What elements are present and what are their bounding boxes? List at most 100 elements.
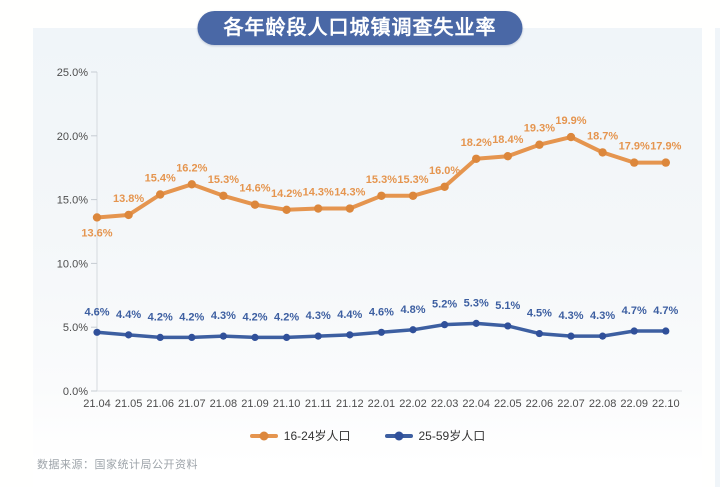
data-label: 5.2%: [432, 299, 457, 311]
data-label: 4.8%: [400, 304, 425, 316]
data-label: 18.7%: [587, 130, 618, 142]
data-point: [377, 328, 385, 336]
data-label: 14.3%: [334, 187, 365, 199]
x-tick-label: 22.01: [368, 398, 396, 410]
data-point: [283, 333, 291, 342]
data-label: 4.3%: [211, 310, 236, 322]
data-label: 18.4%: [492, 134, 523, 146]
data-point: [567, 332, 575, 340]
data-label: 16.0%: [429, 165, 460, 177]
data-label: 14.6%: [239, 183, 270, 195]
data-label: 4.5%: [527, 308, 552, 320]
x-tick-label: 21.07: [178, 398, 206, 410]
page-title: 各年龄段人口城镇调查失业率: [197, 11, 523, 45]
data-point: [409, 326, 417, 334]
x-tick-label: 21.05: [115, 398, 143, 410]
data-label: 19.3%: [524, 123, 555, 135]
chart-legend: 16-24岁人口 25-59岁人口: [33, 427, 702, 444]
data-point: [156, 333, 164, 342]
data-label: 4.2%: [242, 311, 267, 323]
data-point: [314, 332, 322, 340]
x-tick-label: 21.12: [336, 398, 364, 410]
y-tick-label: 5.0%: [63, 322, 88, 334]
data-label: 16.2%: [176, 162, 207, 174]
data-point: [662, 327, 670, 335]
data-label: 4.2%: [179, 311, 204, 323]
y-tick-label: 20.0%: [57, 131, 88, 143]
data-label: 17.9%: [619, 141, 650, 153]
data-point: [598, 148, 607, 157]
x-tick-label: 21.11: [305, 398, 332, 410]
data-label: 4.2%: [274, 311, 299, 323]
data-label: 4.7%: [622, 305, 647, 317]
data-point: [219, 332, 227, 340]
data-label: 15.3%: [366, 174, 397, 186]
data-point: [441, 321, 449, 329]
data-label: 19.9%: [555, 115, 586, 127]
x-tick-label: 22.10: [652, 398, 680, 410]
x-tick-label: 22.06: [526, 398, 554, 410]
x-tick-label: 22.05: [494, 398, 522, 410]
data-point: [282, 205, 291, 215]
legend-item-age-16-24: 16-24岁人口: [249, 427, 351, 444]
data-point: [250, 200, 260, 209]
data-label: 15.4%: [145, 172, 176, 184]
x-tick-label: 21.06: [146, 398, 174, 410]
data-point: [566, 132, 576, 142]
data-label: 14.2%: [271, 188, 302, 200]
data-label: 4.4%: [116, 309, 141, 321]
data-point: [535, 329, 544, 338]
x-tick-label: 21.04: [83, 398, 111, 410]
data-label: 15.3%: [397, 174, 428, 186]
data-point: [630, 327, 638, 335]
data-label: 14.3%: [303, 187, 334, 199]
line-marker-icon: [384, 431, 413, 440]
data-point: [314, 204, 323, 213]
data-label: 4.4%: [337, 309, 362, 321]
legend-label: 16-24岁人口: [283, 429, 351, 443]
data-point: [630, 158, 639, 167]
data-label: 18.2%: [461, 137, 492, 149]
point-marker-icon: [394, 431, 403, 440]
data-point: [125, 331, 133, 339]
data-label: 4.3%: [590, 310, 615, 322]
data-point: [219, 191, 228, 200]
x-tick-label: 21.10: [273, 398, 301, 410]
data-point: [599, 332, 607, 340]
x-tick-label: 22.04: [462, 398, 490, 410]
data-point: [472, 319, 480, 327]
data-label: 4.7%: [653, 305, 678, 317]
data-point: [156, 190, 165, 199]
data-point: [472, 154, 481, 163]
data-point: [93, 328, 101, 336]
data-point: [661, 158, 670, 167]
y-tick-label: 15.0%: [57, 195, 88, 207]
data-label: 4.2%: [148, 311, 173, 323]
x-tick-label: 22.08: [589, 398, 617, 410]
data-point: [503, 152, 512, 161]
data-label: 5.3%: [464, 297, 489, 309]
data-label: 4.3%: [306, 310, 331, 322]
y-tick-label: 25.0%: [57, 67, 88, 79]
data-label: 5.1%: [495, 300, 520, 312]
data-point: [346, 331, 354, 339]
data-point: [535, 140, 544, 149]
x-tick-label: 22.02: [399, 398, 427, 410]
data-point: [408, 191, 418, 200]
data-label: 13.8%: [113, 193, 144, 205]
chart-card: [33, 28, 702, 487]
x-tick-label: 22.09: [620, 398, 648, 410]
adjacent-card-edge: [715, 28, 720, 487]
legend-label: 25-59岁人口: [418, 429, 486, 443]
data-point: [188, 333, 196, 342]
legend-item-age-25-59: 25-59岁人口: [384, 427, 486, 444]
data-point: [504, 322, 512, 330]
x-tick-label: 21.08: [210, 398, 238, 410]
x-tick-label: 22.07: [557, 398, 585, 410]
data-point: [92, 213, 102, 222]
data-label: 17.9%: [650, 141, 681, 153]
data-point: [377, 191, 386, 200]
data-label: 13.6%: [81, 227, 112, 239]
line-marker-icon: [249, 431, 278, 440]
